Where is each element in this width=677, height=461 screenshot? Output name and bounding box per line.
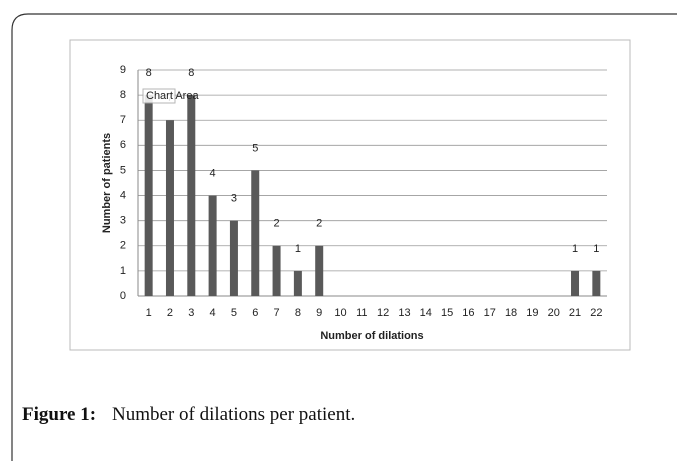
x-tick-label: 3 — [188, 307, 194, 319]
x-tick-label: 20 — [548, 307, 560, 319]
data-label: 4 — [210, 167, 216, 179]
x-tick-label: 14 — [420, 307, 432, 319]
x-tick-label: 10 — [334, 307, 346, 319]
x-tick-label: 22 — [590, 307, 602, 319]
x-tick-label: 16 — [462, 307, 474, 319]
bar — [293, 270, 302, 296]
data-label: 2 — [274, 218, 280, 230]
bar — [165, 120, 174, 296]
y-tick-label: 4 — [120, 189, 126, 201]
y-axis-label: Number of patients — [101, 133, 113, 233]
x-tick-label: 4 — [210, 307, 216, 319]
data-label: 1 — [572, 243, 578, 255]
x-tick-label: 5 — [231, 307, 237, 319]
bar — [315, 245, 324, 296]
bar — [208, 195, 217, 296]
data-label: 1 — [593, 243, 599, 255]
data-label: 8 — [188, 67, 194, 79]
x-tick-label: 1 — [146, 307, 152, 319]
x-tick-label: 13 — [398, 307, 410, 319]
bar — [272, 245, 281, 296]
bar — [592, 270, 601, 296]
x-tick-label: 6 — [252, 307, 258, 319]
x-axis-label: Number of dilations — [320, 330, 423, 342]
y-tick-label: 5 — [120, 164, 126, 176]
caption-label: Figure 1: — [22, 404, 96, 425]
y-tick-label: 6 — [120, 139, 126, 151]
tooltip-box — [142, 88, 176, 104]
bar — [144, 95, 153, 296]
x-tick-label: 8 — [295, 307, 301, 319]
data-label: 5 — [252, 142, 258, 154]
data-label: 2 — [316, 218, 322, 230]
y-tick-label: 8 — [120, 89, 126, 101]
chart-area — [69, 39, 631, 351]
x-tick-label: 17 — [484, 307, 496, 319]
tooltip: Chart Area — [146, 90, 199, 102]
x-tick-label: 21 — [569, 307, 581, 319]
caption-text: Number of dilations per patient. — [112, 404, 355, 425]
x-tick-label: 15 — [441, 307, 453, 319]
x-tick-label: 9 — [316, 307, 322, 319]
bar — [229, 220, 238, 296]
y-tick-label: 9 — [120, 64, 126, 76]
y-tick-label: 2 — [120, 240, 126, 252]
x-tick-label: 12 — [377, 307, 389, 319]
data-label: 1 — [295, 243, 301, 255]
bar — [571, 270, 580, 296]
data-label: 8 — [146, 67, 152, 79]
x-tick-label: 18 — [505, 307, 517, 319]
frame — [11, 13, 677, 461]
x-tick-label: 2 — [167, 307, 173, 319]
y-tick-label: 0 — [120, 290, 126, 302]
bar — [251, 170, 260, 296]
x-tick-label: 11 — [356, 307, 367, 319]
x-tick-label: 7 — [274, 307, 280, 319]
bar — [187, 95, 196, 296]
data-label: 3 — [231, 193, 237, 205]
y-tick-label: 7 — [120, 114, 126, 126]
y-tick-label: 3 — [120, 215, 126, 227]
x-tick-label: 19 — [526, 307, 538, 319]
y-tick-label: 1 — [120, 265, 126, 277]
